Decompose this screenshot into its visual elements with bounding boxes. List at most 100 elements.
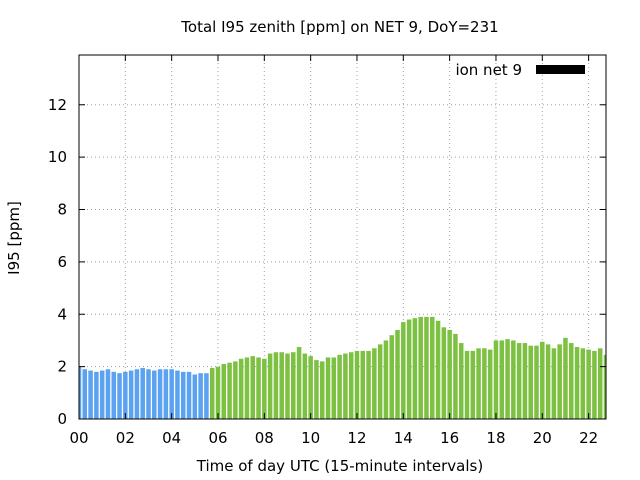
bar: [227, 362, 232, 419]
x-tick-label: 18: [486, 429, 505, 447]
bar: [221, 364, 227, 419]
x-tick-label: 22: [579, 429, 598, 447]
bar: [597, 348, 603, 419]
y-axis-label: I95 [ppm]: [5, 201, 23, 275]
y-tick-label: 12: [48, 96, 67, 114]
bar: [424, 316, 429, 419]
bar: [482, 348, 487, 419]
bar: [360, 350, 366, 419]
bar: [464, 350, 470, 419]
x-tick-label: 00: [69, 429, 88, 447]
bar: [348, 352, 354, 419]
bar: [94, 371, 99, 419]
bar: [574, 346, 580, 419]
y-tick-label: 0: [57, 410, 67, 428]
bar: [395, 329, 400, 419]
bar: [319, 361, 325, 419]
x-tick-label: 16: [440, 429, 459, 447]
bar: [354, 350, 360, 419]
bar: [545, 344, 551, 419]
bar: [389, 335, 394, 419]
grid-lines: [79, 55, 606, 419]
bar: [180, 371, 186, 419]
bar: [233, 361, 238, 419]
bar: [192, 374, 198, 419]
y-tick-label: 6: [57, 253, 67, 271]
x-tick-label: 04: [162, 429, 181, 447]
bar: [540, 341, 545, 419]
bar: [325, 357, 331, 419]
x-tick-label: 12: [347, 429, 366, 447]
bar: [337, 354, 342, 419]
y-tick-label: 4: [57, 305, 67, 323]
bar-series: [79, 316, 606, 419]
bar: [256, 357, 261, 419]
y-tick-label: 2: [57, 358, 67, 376]
bar: [198, 373, 203, 419]
bar: [123, 371, 128, 419]
bar: [592, 350, 597, 419]
bar: [111, 371, 117, 419]
bar: [267, 353, 273, 419]
bar: [331, 357, 337, 419]
bar: [516, 343, 522, 419]
bar: [580, 348, 586, 419]
bar: [79, 366, 82, 419]
x-tick-label: 20: [533, 429, 552, 447]
bar: [117, 373, 122, 419]
bar: [105, 369, 111, 419]
y-tick-label: 10: [48, 148, 67, 166]
bar: [586, 349, 591, 419]
bar: [511, 340, 516, 419]
x-tick-label: 14: [394, 429, 413, 447]
x-tick-labels: 00 02 04 06 08 10 12 14 16 18 20 22: [69, 429, 598, 447]
bar: [215, 366, 221, 419]
bar: [487, 349, 493, 419]
bar: [146, 369, 151, 419]
bar: [169, 369, 174, 419]
bar: [568, 343, 574, 419]
bar: [453, 333, 458, 419]
bar: [412, 318, 418, 419]
bar: [383, 340, 389, 419]
bar: [302, 353, 308, 419]
bar: [563, 337, 568, 419]
bar: [499, 340, 505, 419]
bar: [296, 346, 302, 419]
bar: [406, 319, 412, 419]
bar: [250, 356, 255, 419]
x-tick-label: 02: [116, 429, 135, 447]
bar: [285, 353, 290, 419]
bar: [279, 352, 284, 419]
bar: [291, 352, 296, 419]
bar: [238, 358, 244, 419]
bar: [140, 367, 145, 419]
x-tick-label: 06: [208, 429, 227, 447]
bar: [134, 369, 140, 419]
bar: [551, 348, 557, 419]
legend-label: ion net 9: [455, 61, 522, 79]
x-tick-label: 10: [301, 429, 320, 447]
bar: [175, 370, 180, 419]
chart-title: Total I95 zenith [ppm] on NET 9, DoY=231: [180, 18, 498, 36]
bar: [418, 316, 423, 419]
legend: ion net 9: [455, 61, 585, 79]
bar: [557, 344, 562, 419]
bar: [99, 370, 105, 419]
bar: [401, 322, 406, 419]
bar: [308, 356, 313, 419]
y-tick-label: 8: [57, 201, 67, 219]
bar: [458, 343, 464, 419]
bar: [377, 344, 383, 419]
bar: [603, 354, 606, 419]
bar: [534, 345, 539, 419]
bar: [314, 360, 319, 419]
bar: [522, 343, 528, 419]
bar: [470, 350, 476, 419]
bar: [476, 348, 481, 419]
bar: [435, 320, 441, 419]
plot-frame: [78, 54, 607, 420]
x-axis-label: Time of day UTC (15-minute intervals): [196, 457, 483, 475]
y-tick-labels: 0 2 4 6 8 10 12: [48, 96, 67, 428]
